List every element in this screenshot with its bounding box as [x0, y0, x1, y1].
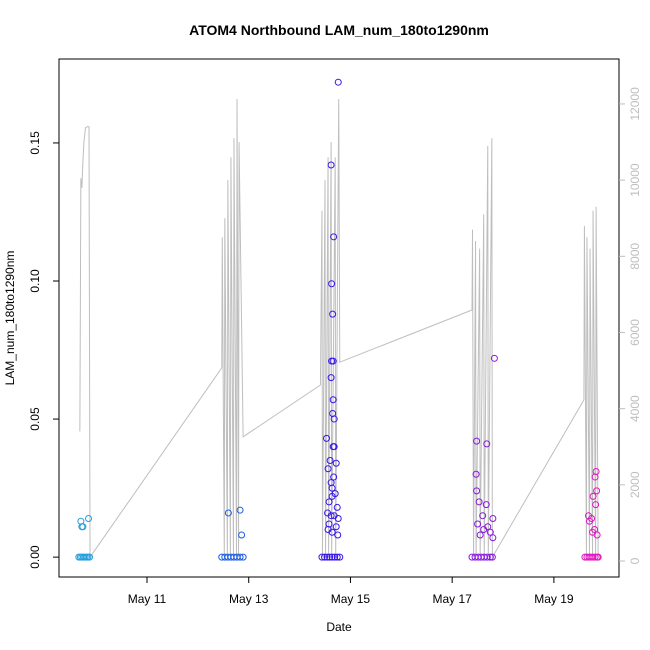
data-point — [239, 553, 247, 561]
data-point — [473, 487, 481, 495]
y-tick-label: 0.00 — [28, 545, 42, 569]
data-point — [486, 553, 494, 561]
data-point — [334, 531, 342, 539]
data-point — [329, 357, 337, 365]
data-point — [336, 553, 344, 561]
data-point — [79, 523, 87, 531]
data-point — [486, 528, 494, 536]
y2-tick-label: 4000 — [628, 395, 642, 422]
x-tick-label: May 13 — [229, 592, 269, 606]
data-point — [473, 437, 481, 445]
y2-tick-label: 10000 — [628, 163, 642, 197]
data-point — [86, 553, 94, 561]
data-point — [475, 498, 483, 506]
data-point — [591, 553, 599, 561]
data-point — [330, 473, 338, 481]
data-point — [489, 514, 497, 522]
data-point — [482, 501, 490, 509]
data-point — [593, 531, 601, 539]
data-point — [329, 396, 337, 404]
data-point — [323, 434, 331, 442]
y2-tick-label: 8000 — [628, 243, 642, 270]
y-tick-label: 0.15 — [28, 131, 42, 155]
data-point — [327, 161, 335, 169]
data-point — [332, 459, 340, 467]
data-point — [330, 415, 338, 423]
data-point — [489, 534, 497, 542]
data-point — [591, 473, 599, 481]
y-tick-label: 0.05 — [28, 407, 42, 431]
data-point — [324, 465, 332, 473]
chart-title: ATOM4 Northbound LAM_num_180to1290nm — [189, 22, 489, 38]
data-point — [593, 487, 601, 495]
data-point — [594, 553, 602, 561]
data-point — [472, 470, 480, 478]
data-point — [589, 492, 597, 500]
data-point — [589, 553, 597, 561]
y2-tick-label: 0 — [628, 557, 642, 564]
data-point — [236, 506, 244, 514]
data-point — [318, 553, 326, 561]
data-point — [224, 509, 232, 517]
data-point — [330, 443, 338, 451]
data-point — [328, 280, 336, 288]
plot-frame — [58, 58, 620, 578]
y-tick-label: 0.10 — [28, 269, 42, 293]
data-point — [329, 310, 337, 318]
x-tick-label: May 11 — [128, 592, 167, 606]
data-point — [334, 78, 342, 86]
data-point — [331, 553, 339, 561]
data-point — [238, 531, 246, 539]
data-point — [488, 553, 496, 561]
data-point — [585, 517, 593, 525]
x-tick-label: May 17 — [432, 592, 472, 606]
x-axis-label: Date — [326, 620, 352, 634]
data-point — [321, 553, 329, 561]
data-point — [323, 553, 331, 561]
data-point — [483, 553, 491, 561]
data-point — [327, 512, 335, 520]
y2-tick-label: 2000 — [628, 471, 642, 498]
data-point — [480, 526, 488, 534]
data-point — [326, 456, 334, 464]
data-point — [490, 354, 498, 362]
data-point — [479, 512, 487, 520]
data-point — [326, 553, 334, 561]
data-point — [333, 553, 341, 561]
data-point — [327, 374, 335, 382]
data-point — [592, 501, 600, 509]
y2-tick-label: 6000 — [628, 319, 642, 346]
data-point — [330, 233, 338, 241]
data-point — [332, 523, 340, 531]
data-point — [328, 484, 336, 492]
data-point — [334, 514, 342, 522]
data-point — [476, 531, 484, 539]
data-point — [483, 440, 491, 448]
data-point — [325, 498, 333, 506]
data-line — [79, 98, 599, 560]
x-tick-label: May 19 — [534, 592, 574, 606]
y-axis-label: LAM_num_180to1290nm — [3, 251, 17, 386]
data-point — [474, 520, 482, 528]
data-point — [85, 514, 93, 522]
data-point — [333, 503, 341, 511]
data-point — [328, 553, 336, 561]
x-tick-label: May 15 — [331, 592, 371, 606]
data-point — [328, 528, 336, 536]
data-point — [328, 492, 336, 500]
data-point — [236, 553, 244, 561]
y2-tick-label: 12000 — [628, 87, 642, 121]
